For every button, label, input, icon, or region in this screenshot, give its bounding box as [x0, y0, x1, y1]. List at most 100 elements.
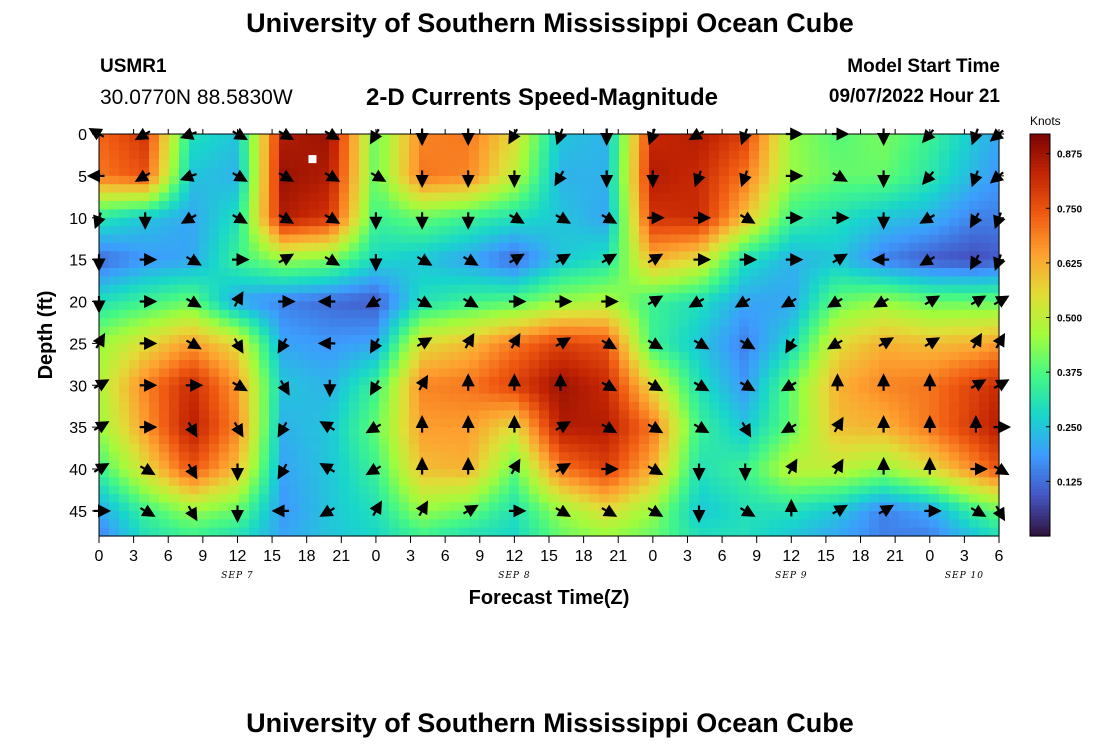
- heatmap-cell: [709, 326, 720, 336]
- heatmap-cell: [689, 284, 700, 294]
- heatmap-cell: [899, 427, 910, 437]
- heatmap-cell: [339, 201, 350, 210]
- heatmap-cell: [589, 418, 600, 428]
- heatmap-cell: [929, 485, 940, 495]
- heatmap-cell: [549, 443, 560, 453]
- heatmap-cell: [639, 519, 650, 529]
- heatmap-cell: [249, 452, 260, 462]
- heatmap-cell: [389, 343, 400, 353]
- heatmap-cell: [729, 477, 740, 487]
- x-tick-label: 0: [648, 548, 657, 565]
- heatmap-cell: [759, 494, 770, 504]
- heatmap-cell: [569, 259, 580, 269]
- heatmap-cell: [689, 335, 700, 344]
- heatmap-cell: [569, 209, 580, 219]
- heatmap-cell: [849, 351, 860, 361]
- heatmap-cell: [119, 385, 130, 395]
- heatmap-cell: [569, 460, 580, 470]
- heatmap-cell: [269, 268, 280, 277]
- heatmap-cell: [249, 477, 260, 487]
- heatmap-cell: [889, 209, 900, 219]
- heatmap-cell: [689, 427, 700, 437]
- heatmap-cell: [379, 201, 390, 210]
- heatmap-cell: [909, 184, 920, 194]
- heatmap-cell: [189, 494, 200, 504]
- heatmap-cell: [189, 284, 200, 294]
- current-vector-arrow: [647, 253, 664, 266]
- heatmap-cell: [389, 351, 400, 361]
- heatmap-cell: [749, 393, 760, 403]
- heatmap-cell: [229, 142, 240, 152]
- heatmap-cell: [769, 251, 780, 261]
- heatmap-cell: [909, 301, 920, 311]
- heatmap-cell: [699, 335, 710, 344]
- heatmap-cell: [449, 343, 460, 353]
- heatmap-cell: [809, 251, 820, 261]
- heatmap-cell: [719, 376, 730, 386]
- heatmap-cell: [639, 368, 650, 378]
- heatmap-cell: [309, 268, 320, 277]
- current-vector-arrow: [415, 500, 429, 517]
- heatmap-cell: [389, 418, 400, 428]
- heatmap-cell: [779, 351, 790, 361]
- heatmap-cell: [689, 494, 700, 504]
- heatmap-cell: [339, 418, 350, 428]
- heatmap-cell: [909, 234, 920, 244]
- heatmap-cell: [249, 360, 260, 370]
- heatmap-cell: [789, 150, 800, 160]
- heatmap-cell: [639, 335, 650, 344]
- heatmap-cell: [159, 469, 170, 478]
- heatmap-cell: [899, 418, 910, 428]
- heatmap-cell: [719, 460, 730, 470]
- heatmap-cell: [749, 527, 760, 537]
- heatmap-cell: [929, 351, 940, 361]
- heatmap-cell: [149, 527, 160, 537]
- heatmap-cell: [739, 494, 750, 504]
- heatmap-cell: [249, 385, 260, 395]
- heatmap-cell: [749, 167, 760, 177]
- heatmap-cell: [979, 234, 990, 244]
- heatmap-cell: [389, 159, 400, 169]
- heatmap-cell: [869, 301, 880, 311]
- heatmap-cell: [119, 159, 130, 169]
- heatmap-cell: [219, 368, 230, 378]
- heatmap-cell: [639, 226, 650, 236]
- x-tick-label: 12: [229, 548, 247, 565]
- heatmap-cell: [149, 510, 160, 520]
- heatmap-cell: [209, 167, 220, 177]
- heatmap-cell: [699, 226, 710, 236]
- heatmap-cell: [169, 368, 180, 378]
- heatmap-cell: [239, 284, 250, 294]
- heatmap-cell: [449, 460, 460, 470]
- heatmap-cell: [859, 251, 870, 261]
- heatmap-cell: [369, 209, 380, 219]
- heatmap-cell: [409, 309, 420, 319]
- heatmap-cell: [699, 142, 710, 152]
- heatmap-cell: [659, 510, 670, 520]
- heatmap-cell: [849, 167, 860, 177]
- heatmap-cell: [109, 427, 120, 437]
- heatmap-cell: [439, 217, 450, 227]
- heatmap-cell: [339, 217, 350, 227]
- heatmap-cell: [539, 418, 550, 428]
- heatmap-cell: [799, 485, 810, 495]
- heatmap-cell: [279, 410, 290, 420]
- heatmap-cell: [819, 460, 830, 470]
- heatmap-cell: [759, 427, 770, 437]
- heatmap-cell: [679, 502, 690, 512]
- heatmap-cell: [299, 142, 310, 152]
- heatmap-cell: [669, 402, 680, 411]
- heatmap-cell: [309, 276, 320, 286]
- heatmap-cell: [659, 268, 670, 277]
- heatmap-cell: [129, 192, 140, 202]
- heatmap-cell: [779, 368, 790, 378]
- colorbar-segment: [1030, 170, 1050, 175]
- heatmap-cell: [359, 368, 370, 378]
- heatmap-cell: [819, 469, 830, 478]
- current-vector-arrow: [739, 337, 756, 350]
- heatmap-cell: [199, 293, 210, 303]
- heatmap-cell: [639, 142, 650, 152]
- heatmap-cell: [819, 443, 830, 453]
- heatmap-cell: [769, 410, 780, 420]
- heatmap-cell: [489, 150, 500, 160]
